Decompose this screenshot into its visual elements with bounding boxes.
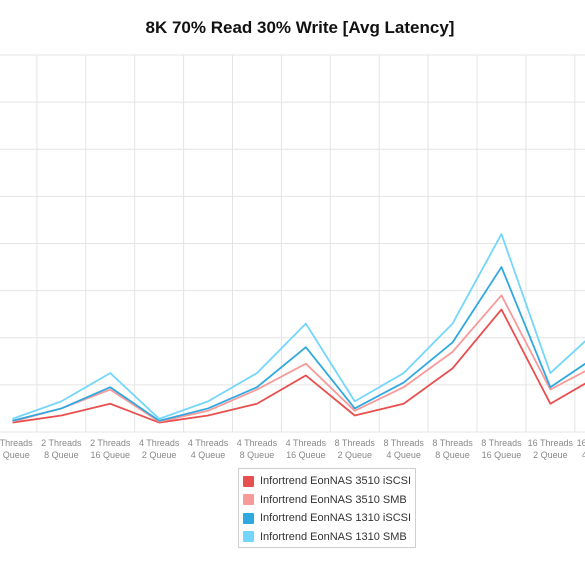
x-tick-label: 8 Threads 16 Queue [481,438,522,460]
legend-item: Infortrend EonNAS 1310 SMB [243,528,415,547]
series-line-2 [12,266,585,422]
x-tick-label: 4 Threads 16 Queue [286,438,327,460]
x-tick-label: 4 Threads 2 Queue [139,438,180,460]
x-tick-label: 4 Threads 8 Queue [237,438,278,460]
legend-label: Infortrend EonNAS 3510 SMB [260,493,407,506]
legend-label: Infortrend EonNAS 1310 SMB [260,530,407,543]
legend-swatch [243,494,254,506]
chart-title: 8K 70% Read 30% Write [Avg Latency] [145,18,455,37]
series-line-1 [12,294,585,423]
x-tick-label: 8 Threads 8 Queue [432,438,473,460]
legend-label: Infortrend EonNAS 1310 iSCSI [260,512,412,525]
x-tick-label: 2 Threads 16 Queue [90,438,131,460]
x-tick-label: 2 Threads 8 Queue [41,438,82,460]
legend-item: Infortrend EonNAS 3510 SMB [243,491,415,510]
legend-swatch [243,512,254,524]
x-tick-label: 16 Threads 2 Queue [528,438,574,460]
legend-swatch [243,531,254,543]
series-line-0 [12,308,585,424]
legend-swatch [243,475,254,487]
series-line-3 [12,233,585,420]
chart-legend: Infortrend EonNAS 3510 iSCSI Infortrend E… [238,468,416,548]
legend-label: Infortrend EonNAS 3510 iSCSI [260,475,412,488]
legend-item: Infortrend EonNAS 1310 iSCSI [243,509,415,528]
x-tick-label: 8 Threads 2 Queue [335,438,376,460]
x-tick-label: 8 Threads 4 Queue [383,438,424,460]
legend-item: Infortrend EonNAS 3510 iSCSI [243,472,415,491]
x-tick-label: 4 Threads 4 Queue [188,438,229,460]
